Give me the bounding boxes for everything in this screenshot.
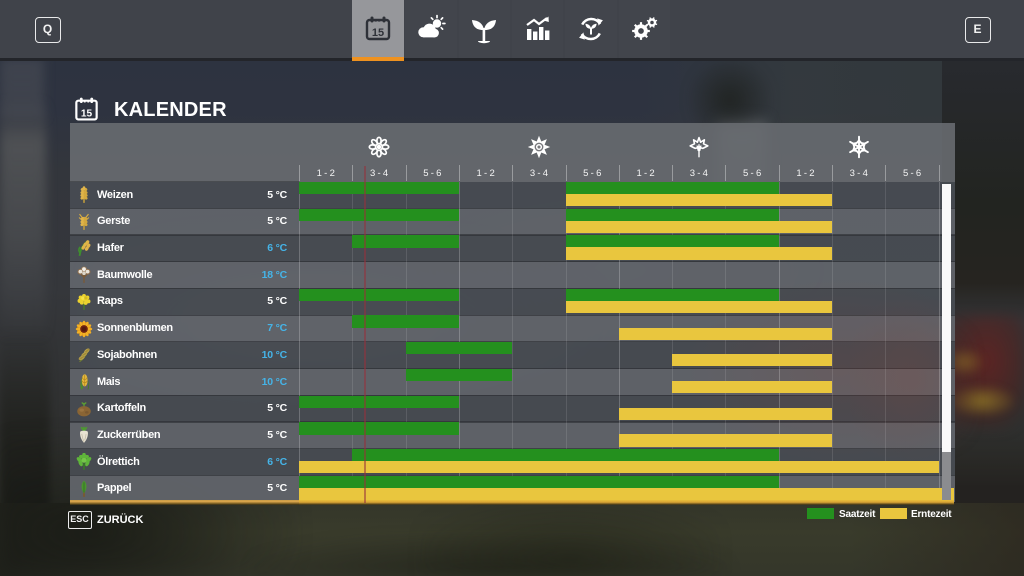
svg-text:15: 15: [372, 27, 384, 39]
svg-text:15: 15: [81, 108, 93, 119]
